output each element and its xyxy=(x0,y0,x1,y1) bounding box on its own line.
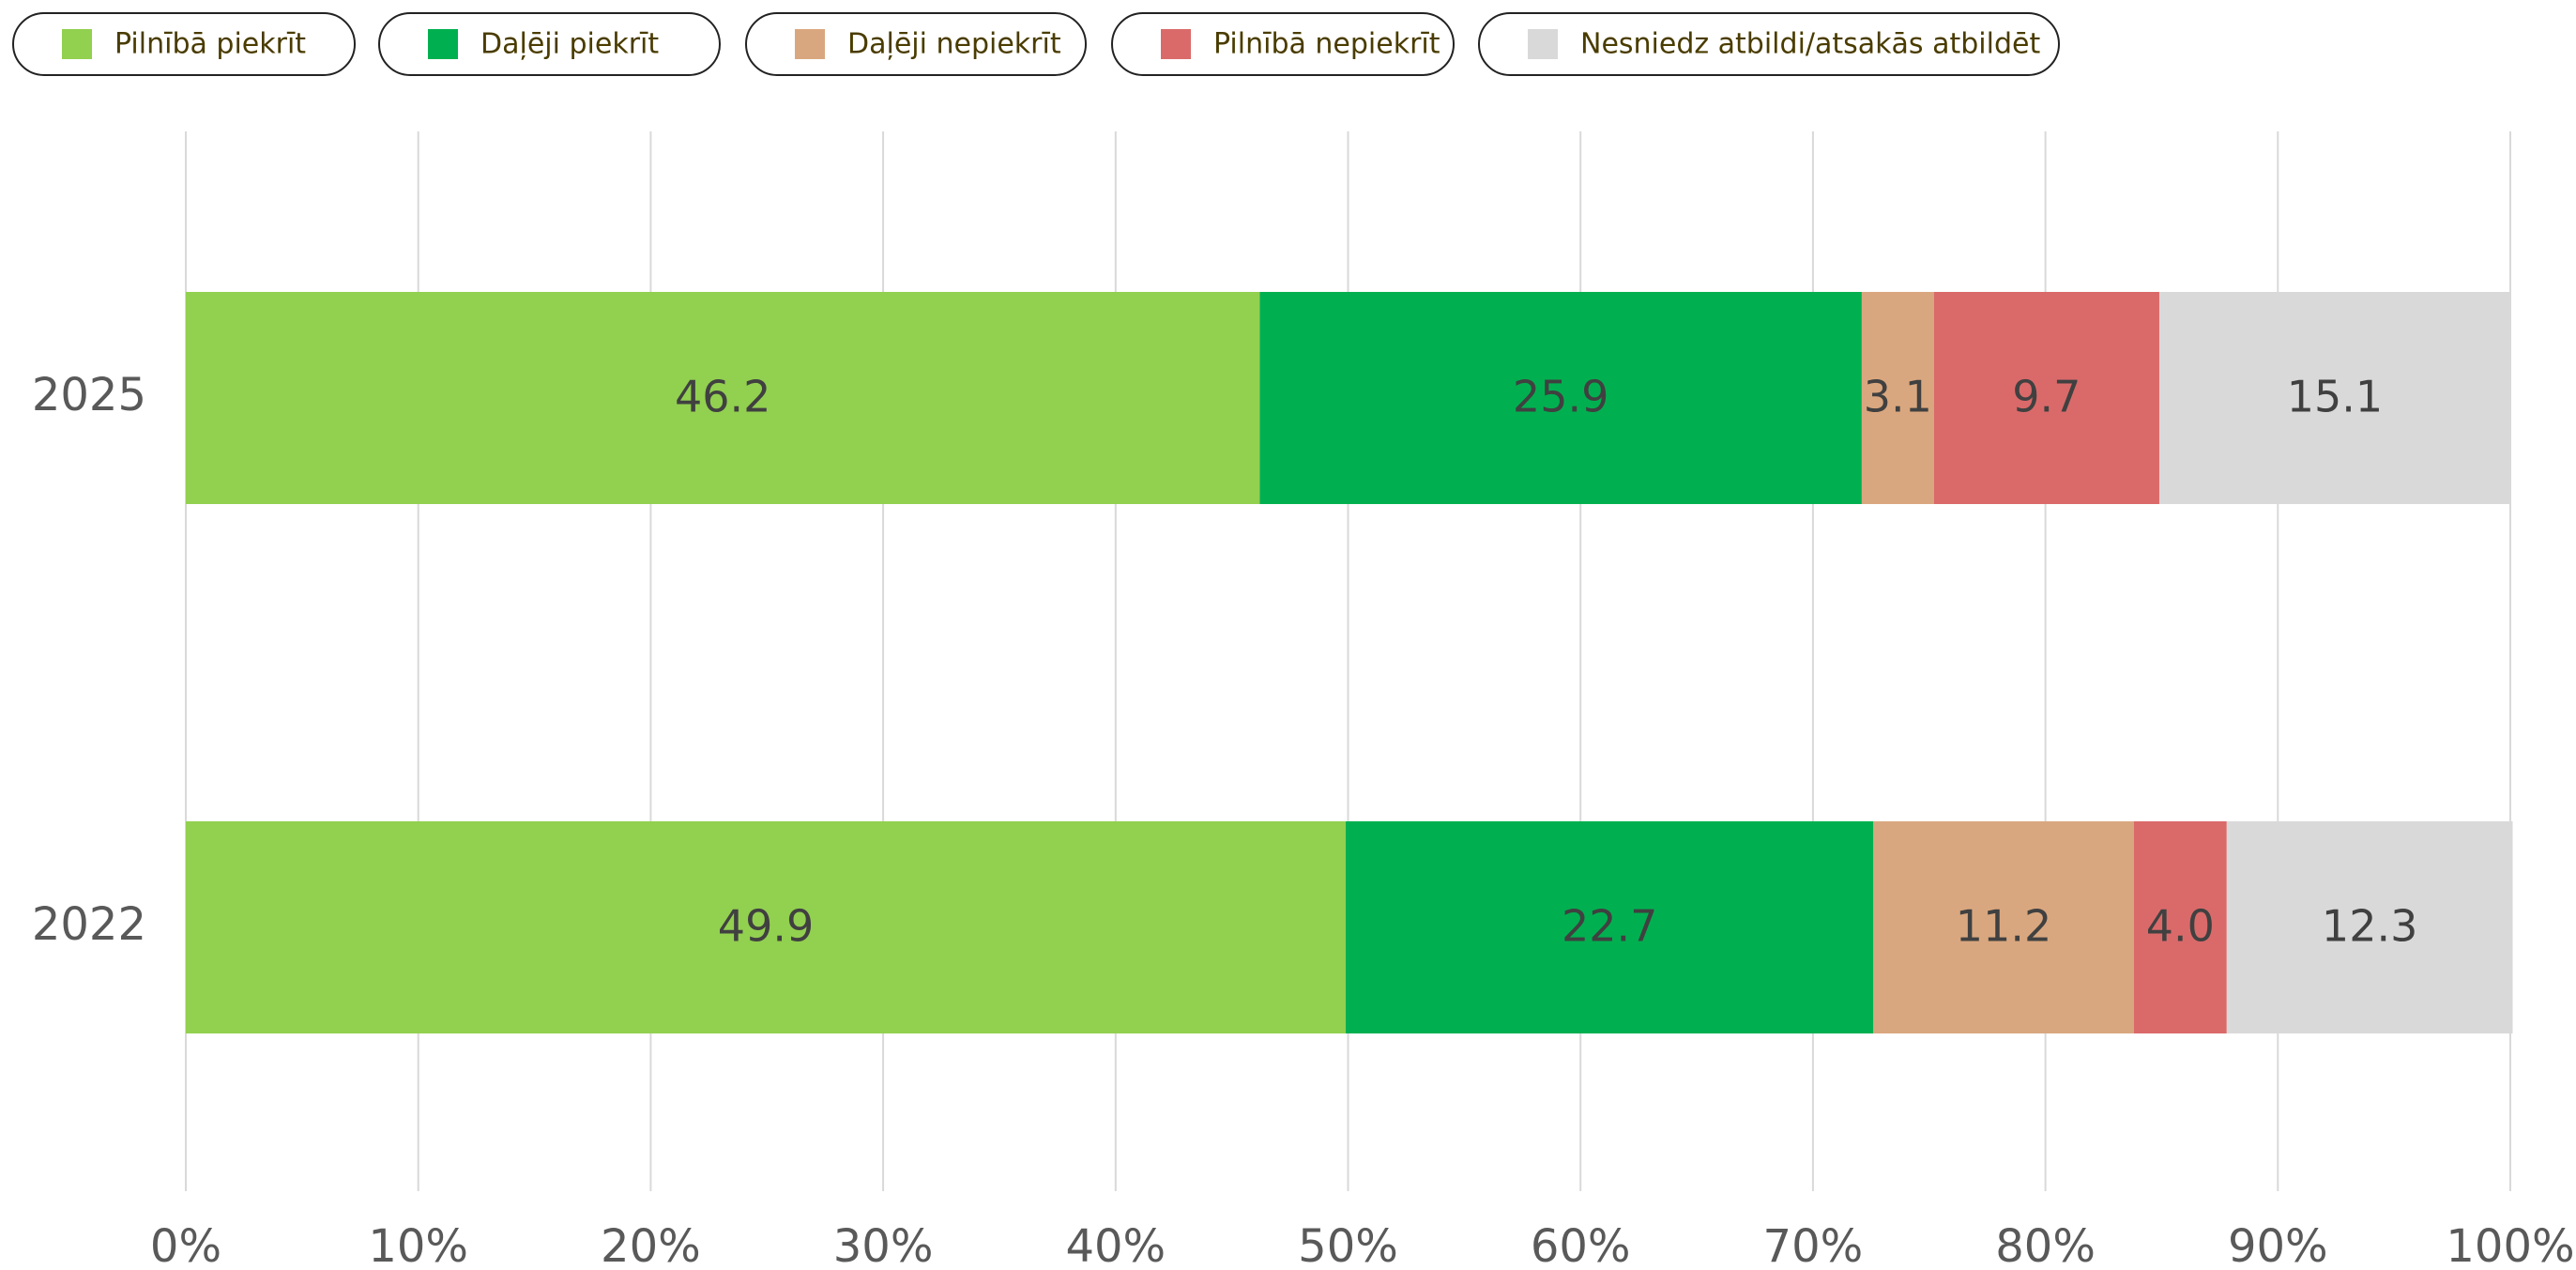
bar-segment xyxy=(1259,292,1862,504)
data-label: 25.9 xyxy=(1513,372,1608,422)
legend-swatch xyxy=(428,29,458,59)
bar-segment xyxy=(1873,821,2134,1033)
legend-swatch xyxy=(62,29,92,59)
legend-label: Pilnībā piekrīt xyxy=(114,28,306,61)
x-tick-label: 100% xyxy=(2446,1220,2574,1270)
data-label: 12.3 xyxy=(2322,901,2417,952)
x-tick-label: 80% xyxy=(1995,1220,2096,1270)
data-label: 49.9 xyxy=(718,901,814,952)
bar-segment xyxy=(1346,821,1874,1033)
bar-segment xyxy=(186,821,1347,1033)
x-tick-label: 40% xyxy=(1065,1220,1166,1270)
legend-item xyxy=(378,12,721,76)
data-label: 22.7 xyxy=(1562,901,1657,952)
legend-label: Daļēji piekrīt xyxy=(480,28,659,61)
legend-swatch xyxy=(795,29,825,59)
legend-label: Pilnībā nepiekrīt xyxy=(1213,28,1440,61)
bar-segment xyxy=(2133,821,2227,1033)
legend-item xyxy=(1478,12,2060,76)
data-label: 46.2 xyxy=(675,372,770,422)
bar-segment xyxy=(1861,292,1934,504)
y-tick-label: 2022 xyxy=(32,898,146,951)
data-label: 11.2 xyxy=(1956,901,2051,952)
data-label: 9.7 xyxy=(2012,372,2081,422)
data-label: 15.1 xyxy=(2287,372,2383,422)
legend-swatch xyxy=(1528,29,1558,59)
x-tick-label: 0% xyxy=(150,1220,221,1270)
x-tick-label: 70% xyxy=(1763,1220,1864,1270)
legend-item xyxy=(1111,12,1455,76)
legend-swatch xyxy=(1161,29,1191,59)
data-label: 4.0 xyxy=(2146,901,2215,952)
bar-segment xyxy=(1933,292,2159,504)
legend-item xyxy=(745,12,1087,76)
y-tick-label: 2025 xyxy=(32,369,146,421)
bar-segment xyxy=(2158,292,2510,504)
x-tick-label: 30% xyxy=(833,1220,934,1270)
x-tick-label: 10% xyxy=(368,1220,468,1270)
bar-segment xyxy=(186,292,1260,504)
x-tick-label: 50% xyxy=(1298,1220,1398,1270)
x-tick-label: 90% xyxy=(2228,1220,2328,1270)
data-label: 3.1 xyxy=(1864,372,1932,422)
bar-segment xyxy=(2226,821,2513,1033)
legend-label: Daļēji nepiekrīt xyxy=(847,28,1061,61)
legend-label: Nesniedz atbildi/atsakās atbildēt xyxy=(1580,28,2040,61)
legend-item xyxy=(12,12,356,76)
x-tick-label: 60% xyxy=(1531,1220,1631,1270)
x-tick-label: 20% xyxy=(601,1220,701,1270)
